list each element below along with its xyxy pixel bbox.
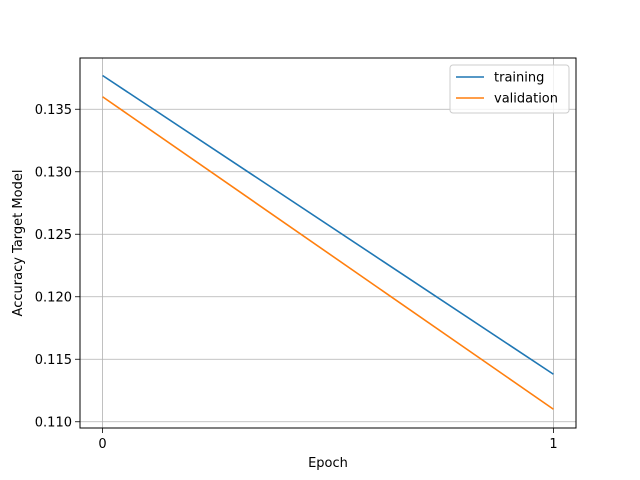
y-tick-label: 0.135 <box>35 103 72 118</box>
series-line-validation <box>102 96 554 410</box>
legend-label-training: training <box>494 71 544 86</box>
y-tick-label: 0.110 <box>35 415 72 430</box>
series-line-training <box>102 74 554 375</box>
y-tick-label: 0.130 <box>35 165 72 180</box>
x-axis-label: Epoch <box>308 456 348 471</box>
legend-label-validation: validation <box>494 92 558 107</box>
series-lines <box>102 74 554 410</box>
y-tick-label: 0.120 <box>35 290 72 305</box>
grid-lines <box>80 58 576 428</box>
y-axis-label: Accuracy Target Model <box>11 170 26 317</box>
y-tick-label: 0.115 <box>35 353 72 368</box>
legend: training validation <box>449 64 570 114</box>
axis-ticks: 0 1 0.110 0.115 0.120 0.125 0.130 0.135 <box>35 103 558 452</box>
plot-frame <box>79 57 577 429</box>
x-tick-label: 1 <box>549 437 557 452</box>
x-tick-label: 0 <box>98 437 106 452</box>
y-tick-label: 0.125 <box>35 228 72 243</box>
